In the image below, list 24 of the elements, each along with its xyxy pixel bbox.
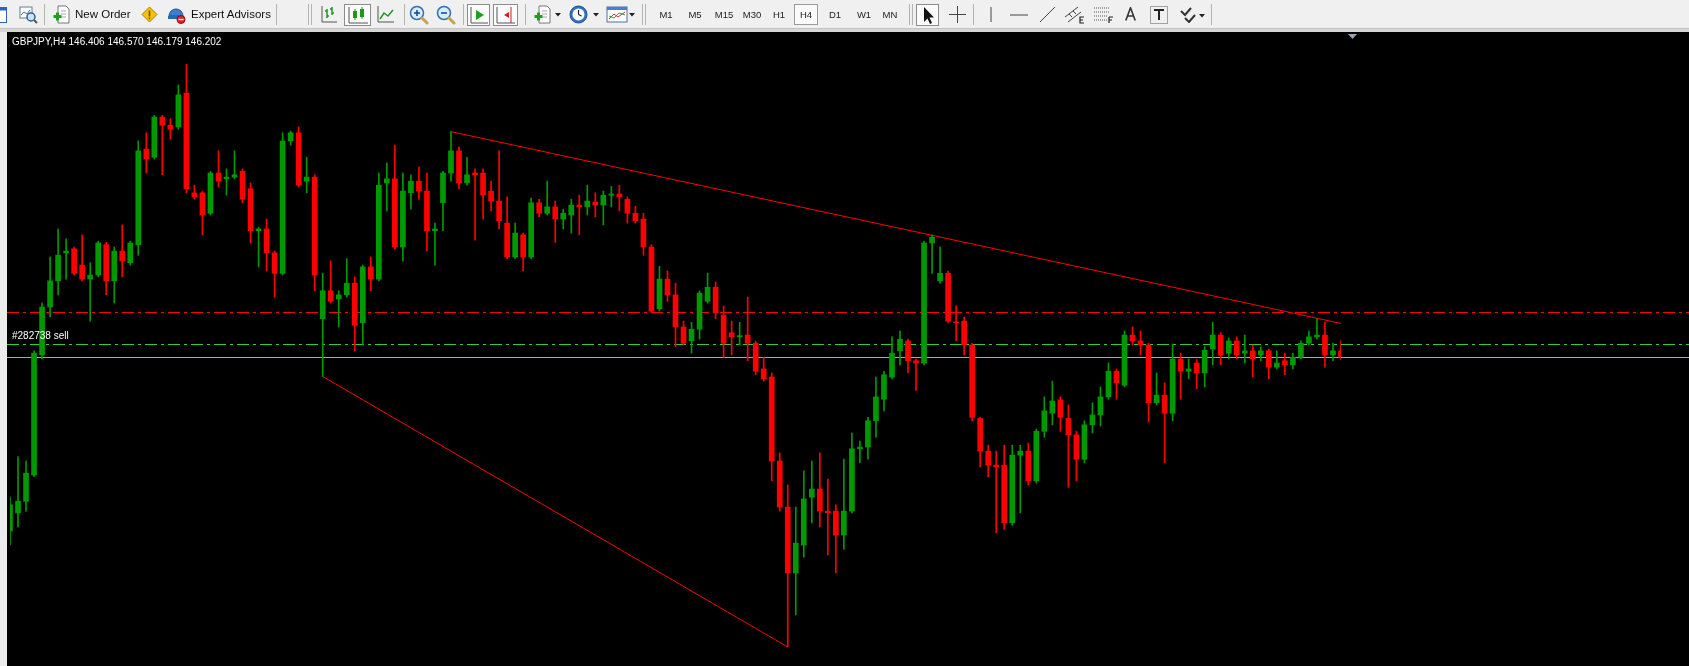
chart-title: GBPJPY,H4 146.406 146.570 146.179 146.202 — [12, 36, 222, 48]
text: Expert Advisors — [191, 7, 271, 22]
candlestick — [15, 456, 21, 528]
candlestick — [592, 192, 599, 218]
text: New Order — [75, 7, 131, 22]
candlestick — [1017, 444, 1024, 514]
text: M1 — [658, 8, 674, 22]
text: H1 — [771, 8, 787, 22]
text: M15 — [713, 8, 735, 22]
text: M5 — [687, 8, 703, 22]
text: H4 — [794, 4, 818, 25]
candlestick — [119, 224, 126, 278]
text: MN — [881, 8, 899, 22]
text: M30 — [741, 8, 763, 22]
text: W1 — [855, 8, 873, 22]
text: D1 — [827, 8, 843, 22]
candlestick — [937, 246, 943, 284]
candlestick — [808, 460, 815, 524]
candlestick — [929, 234, 935, 274]
candlestick — [143, 132, 150, 174]
candlestick — [913, 358, 919, 391]
candlestick — [584, 184, 591, 216]
candlestick — [544, 180, 551, 216]
candlestick — [1282, 352, 1288, 376]
